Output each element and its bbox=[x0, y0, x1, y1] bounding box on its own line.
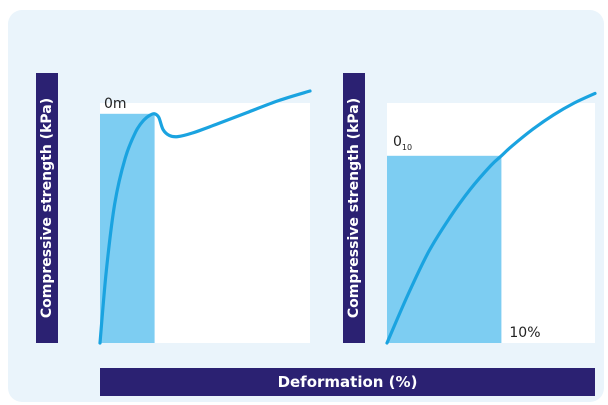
xlabel-bar: Deformation (%) bbox=[100, 368, 595, 396]
left-annotation: 0m bbox=[104, 96, 127, 112]
threshold-label: 10% bbox=[509, 325, 540, 341]
right-annotation-subscript: 10 bbox=[402, 143, 412, 152]
right-ylabel-bar: Compressive strength (kPa) bbox=[343, 73, 365, 343]
right-annotation-main: 0 bbox=[393, 134, 402, 150]
right-series-line bbox=[385, 91, 597, 345]
right-annotation: 010 bbox=[393, 134, 412, 152]
right-shaded-region bbox=[387, 155, 502, 343]
left-ylabel-bar: Compressive strength (kPa) bbox=[36, 73, 58, 343]
left-series-line bbox=[98, 89, 312, 345]
shared-xlabel: Deformation (%) bbox=[277, 373, 418, 391]
